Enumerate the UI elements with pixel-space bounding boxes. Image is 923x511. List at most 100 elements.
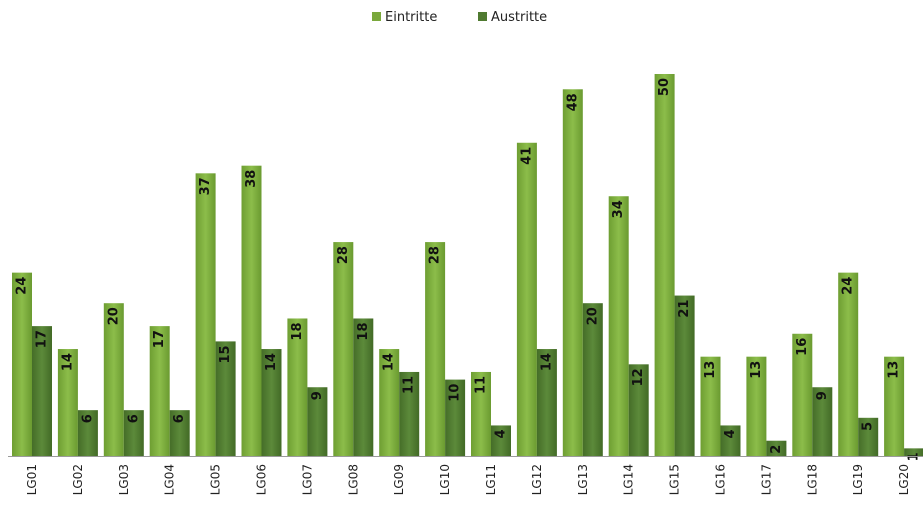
- bar-eintritte-lg19: [838, 272, 859, 456]
- data-label-eintritte-lg01: 24: [15, 277, 30, 295]
- bar-austritte-lg15: [674, 295, 695, 456]
- bar-eintritte-lg01: [12, 272, 32, 456]
- x-tick-lg19: LG19: [851, 464, 865, 495]
- bar-eintritte-lg14: [608, 196, 629, 457]
- bar-austritte-lg06: [261, 349, 282, 456]
- data-label-eintritte-lg12: 41: [519, 147, 534, 165]
- data-label-eintritte-lg13: 48: [565, 93, 580, 111]
- data-label-eintritte-lg20: 13: [887, 361, 902, 379]
- bar-eintritte-lg10: [425, 242, 446, 456]
- data-label-austritte-lg14: 12: [631, 368, 646, 386]
- x-tick-lg04: LG04: [163, 464, 177, 495]
- x-tick-lg17: LG17: [759, 464, 773, 495]
- bar-austritte-lg03: [123, 410, 144, 456]
- bar-austritte-lg18: [812, 387, 833, 456]
- data-label-austritte-lg15: 21: [677, 300, 692, 318]
- bar-austritte-lg19: [858, 417, 879, 456]
- data-label-eintritte-lg08: 28: [336, 246, 351, 264]
- data-label-austritte-lg18: 9: [815, 391, 830, 400]
- data-label-austritte-lg03: 6: [126, 414, 141, 423]
- bar-austritte-lg07: [307, 387, 328, 456]
- x-tick-lg01: LG01: [25, 464, 39, 495]
- bar-eintritte-lg17: [746, 356, 767, 456]
- data-label-eintritte-lg10: 28: [428, 246, 443, 264]
- bar-eintritte-lg16: [700, 356, 721, 456]
- data-label-austritte-lg16: 4: [723, 429, 738, 438]
- data-label-austritte-lg09: 11: [402, 376, 417, 394]
- bar-austritte-lg17: [766, 440, 787, 456]
- data-label-eintritte-lg02: 14: [60, 353, 75, 371]
- bar-austritte-lg14: [628, 364, 649, 456]
- data-label-austritte-lg04: 6: [172, 414, 187, 423]
- data-label-austritte-lg19: 5: [861, 422, 876, 431]
- legend-swatch-austritte: [478, 12, 487, 21]
- bar-eintritte-lg11: [471, 371, 491, 456]
- x-tick-lg12: LG12: [530, 464, 544, 495]
- data-label-eintritte-lg09: 14: [382, 353, 397, 371]
- bar-austritte-lg02: [77, 410, 98, 456]
- x-tick-lg05: LG05: [209, 464, 223, 495]
- data-label-austritte-lg08: 18: [356, 322, 371, 340]
- bar-eintritte-lg20: [884, 356, 905, 456]
- x-tick-labels: LG01 LG02 LG03 LG04 LG05 LG06 LG07 LG08 LG09 LG10…: [25, 464, 911, 495]
- data-label-eintritte-lg16: 13: [703, 361, 718, 379]
- x-tick-lg08: LG08: [346, 464, 360, 495]
- data-label-austritte-lg11: 4: [494, 429, 509, 438]
- bar-austritte-lg11: [491, 425, 511, 456]
- x-tick-lg10: LG10: [438, 464, 452, 495]
- data-label-eintritte-lg04: 17: [152, 330, 167, 348]
- bar-eintritte-lg04: [149, 326, 170, 456]
- bar-austritte-lg10: [445, 379, 466, 456]
- data-label-eintritte-lg07: 18: [290, 322, 305, 340]
- legend-label-austritte: Austritte: [491, 10, 547, 25]
- data-label-austritte-lg05: 15: [218, 345, 233, 363]
- data-label-eintritte-lg18: 16: [795, 338, 810, 356]
- data-label-eintritte-lg14: 34: [611, 200, 626, 218]
- bar-eintritte-lg05: [195, 173, 216, 456]
- data-label-austritte-lg10: 10: [448, 384, 463, 402]
- data-label-eintritte-lg05: 37: [198, 177, 213, 195]
- x-tick-lg02: LG02: [71, 464, 85, 495]
- bar-eintritte-lg15: [654, 74, 675, 456]
- data-label-austritte-lg06: 14: [264, 353, 279, 371]
- bar-austritte-lg05: [215, 341, 236, 456]
- x-tick-lg09: LG09: [392, 464, 406, 495]
- x-tick-lg06: LG06: [255, 464, 269, 495]
- bar-austritte-lg20: [904, 448, 923, 456]
- bar-eintritte-lg09: [379, 349, 400, 456]
- data-label-austritte-lg12: 14: [539, 353, 554, 371]
- bar-austritte-lg04: [169, 410, 190, 456]
- bar-eintritte-lg06: [241, 165, 262, 456]
- bar-eintritte-lg13: [562, 89, 583, 456]
- x-tick-lg07: LG07: [300, 464, 314, 495]
- x-tick-lg03: LG03: [117, 464, 131, 495]
- data-label-austritte-lg07: 9: [310, 391, 325, 400]
- x-tick-lg14: LG14: [622, 464, 636, 495]
- data-label-eintritte-lg06: 38: [244, 170, 259, 188]
- x-tick-lg13: LG13: [576, 464, 590, 495]
- legend-swatch-eintritte: [372, 12, 381, 21]
- data-label-eintritte-lg15: 50: [657, 78, 672, 96]
- data-label-eintritte-lg17: 13: [749, 361, 764, 379]
- chart-legend: Eintritte Austritte: [372, 10, 547, 25]
- data-label-austritte-lg17: 2: [769, 445, 784, 454]
- bar-austritte-lg09: [399, 371, 420, 456]
- data-label-austritte-lg02: 6: [80, 414, 95, 423]
- x-tick-lg20: LG20: [897, 464, 911, 495]
- legend-label-eintritte: Eintritte: [385, 10, 437, 25]
- x-tick-lg18: LG18: [805, 464, 819, 495]
- bar-eintritte-lg08: [333, 242, 354, 456]
- bar-eintritte-lg12: [516, 142, 537, 456]
- bar-eintritte-lg07: [287, 318, 308, 456]
- bar-eintritte-lg18: [792, 333, 813, 456]
- x-tick-lg16: LG16: [714, 464, 728, 495]
- bar-austritte-lg01: [32, 326, 52, 456]
- bar-austritte-lg16: [720, 425, 741, 456]
- data-label-austritte-lg13: 20: [585, 307, 600, 325]
- bar-austritte-lg13: [582, 303, 603, 456]
- x-tick-lg11: LG11: [484, 464, 498, 495]
- data-label-eintritte-lg11: 11: [474, 376, 489, 394]
- bar-austritte-lg08: [353, 318, 374, 456]
